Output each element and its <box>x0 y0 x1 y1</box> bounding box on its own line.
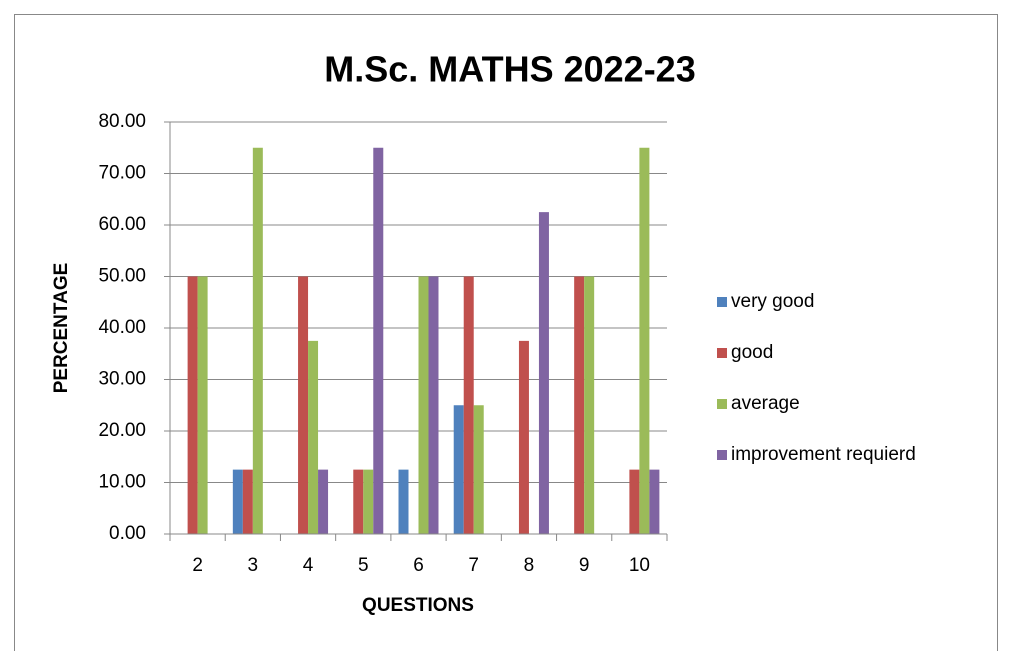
bar <box>308 340 319 534</box>
legend-label: good <box>731 342 773 363</box>
bar <box>418 276 429 534</box>
bar <box>363 469 374 534</box>
y-axis-label: PERCENTAGE <box>51 263 72 394</box>
x-tick-label: 4 <box>303 555 314 576</box>
bar <box>398 469 409 534</box>
y-tick-label: 30.00 <box>98 369 146 390</box>
legend-swatch <box>717 297 727 307</box>
x-tick-label: 8 <box>524 555 535 576</box>
bar <box>428 276 439 534</box>
bar <box>187 276 198 534</box>
bar <box>649 469 660 534</box>
bar <box>538 212 549 534</box>
legend-label: very good <box>731 291 814 312</box>
chart-frame <box>14 14 998 651</box>
x-tick-label: 3 <box>248 555 259 576</box>
bar <box>298 276 309 534</box>
legend-swatch <box>717 399 727 409</box>
legend-swatch <box>717 450 727 460</box>
y-tick-label: 60.00 <box>98 214 146 235</box>
x-tick-label: 9 <box>579 555 590 576</box>
bar <box>473 405 484 534</box>
x-tick-label: 10 <box>629 555 650 576</box>
x-tick-label: 5 <box>358 555 369 576</box>
x-tick-label: 2 <box>192 555 203 576</box>
legend-label: average <box>731 393 800 414</box>
chart-title: M.Sc. MATHS 2022-23 <box>324 49 695 90</box>
bar <box>252 147 263 534</box>
bar <box>463 276 474 534</box>
x-tick-label: 6 <box>413 555 424 576</box>
x-tick-label: 7 <box>468 555 479 576</box>
bar <box>518 340 529 534</box>
y-tick-label: 70.00 <box>98 163 146 184</box>
y-tick-label: 0.00 <box>109 523 146 544</box>
bar <box>639 147 650 534</box>
bar <box>629 469 640 534</box>
bar <box>318 469 329 534</box>
y-tick-label: 40.00 <box>98 317 146 338</box>
legend-swatch <box>717 348 727 358</box>
y-tick-label: 50.00 <box>98 266 146 287</box>
bar <box>232 469 243 534</box>
y-tick-label: 10.00 <box>98 472 146 493</box>
bar <box>574 276 585 534</box>
legend-label: improvement requierd <box>731 444 916 465</box>
bar <box>242 469 253 534</box>
bar <box>584 276 595 534</box>
y-tick-label: 80.00 <box>98 111 146 132</box>
bar <box>373 147 384 534</box>
y-tick-label: 20.00 <box>98 420 146 441</box>
x-axis-label: QUESTIONS <box>362 595 474 616</box>
bar <box>353 469 364 534</box>
bar <box>197 276 208 534</box>
bar <box>453 405 464 534</box>
